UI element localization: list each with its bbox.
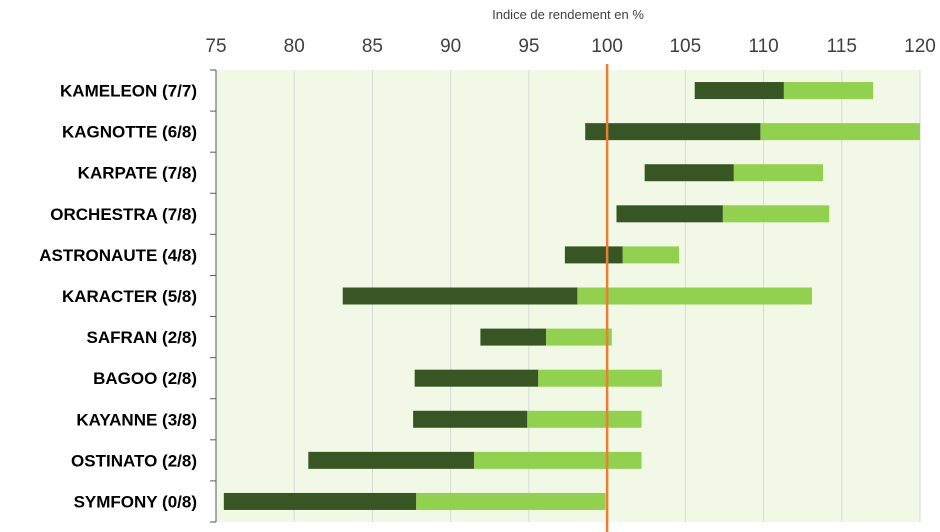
bar-upper-segment bbox=[783, 82, 874, 100]
category-label: KAGNOTTE (6/8) bbox=[62, 123, 197, 142]
category-label: BAGOO (2/8) bbox=[93, 369, 197, 388]
category-label: OSTINATO (2/8) bbox=[71, 451, 197, 470]
bar-lower-segment bbox=[585, 123, 761, 141]
x-axis-title: Indice de rendement en % bbox=[492, 7, 644, 22]
bar-upper-segment bbox=[538, 369, 662, 387]
category-label: KAYANNE (3/8) bbox=[76, 410, 197, 429]
bar-lower-segment bbox=[342, 287, 578, 305]
category-label: KAMELEON (7/7) bbox=[60, 82, 197, 101]
bar-lower-segment bbox=[564, 246, 623, 264]
category-axis bbox=[210, 69, 217, 523]
x-tick-label: 105 bbox=[669, 36, 701, 57]
bar-lower-segment bbox=[480, 328, 547, 346]
bar-upper-segment bbox=[474, 451, 642, 469]
bar-lower-segment bbox=[308, 451, 475, 469]
bar-upper-segment bbox=[760, 123, 920, 141]
x-tick-label: 75 bbox=[205, 36, 226, 57]
category-label: SYMFONY (0/8) bbox=[74, 492, 197, 511]
x-tick-label: 85 bbox=[362, 36, 383, 57]
bar-upper-segment bbox=[733, 164, 824, 182]
bar-upper-segment bbox=[527, 410, 642, 428]
bar-upper-segment bbox=[622, 246, 680, 264]
bar-upper-segment bbox=[416, 492, 606, 510]
category-label: SAFRAN (2/8) bbox=[86, 328, 197, 347]
x-tick-label: 100 bbox=[591, 36, 623, 57]
x-tick-label: 90 bbox=[440, 36, 461, 57]
bar-lower-segment bbox=[414, 369, 539, 387]
bar-lower-segment bbox=[644, 164, 734, 182]
category-label: ASTRONAUTE (4/8) bbox=[39, 246, 197, 265]
x-tick-label: 95 bbox=[518, 36, 539, 57]
bar-lower-segment bbox=[616, 205, 723, 223]
category-label: ORCHESTRA (7/8) bbox=[50, 205, 197, 224]
category-label: KARACTER (5/8) bbox=[62, 287, 197, 306]
bars bbox=[223, 82, 920, 510]
x-tick-label: 80 bbox=[284, 36, 305, 57]
bar-lower-segment bbox=[223, 492, 417, 510]
bar-upper-segment bbox=[546, 328, 612, 346]
x-tick-label: 120 bbox=[904, 36, 936, 57]
bar-upper-segment bbox=[722, 205, 830, 223]
x-tick-label: 115 bbox=[827, 36, 857, 57]
bar-lower-segment bbox=[413, 410, 528, 428]
x-tick-label: 110 bbox=[748, 36, 778, 57]
category-labels: KAMELEON (7/7) KAGNOTTE (6/8) KARPATE (7/8… bbox=[39, 82, 197, 512]
x-axis-ticks: 75 80 85 90 95 100 105 110 115 120 bbox=[205, 36, 935, 57]
category-label: KARPATE (7/8) bbox=[78, 164, 197, 183]
bar-lower-segment bbox=[694, 82, 784, 100]
bar-upper-segment bbox=[577, 287, 813, 305]
